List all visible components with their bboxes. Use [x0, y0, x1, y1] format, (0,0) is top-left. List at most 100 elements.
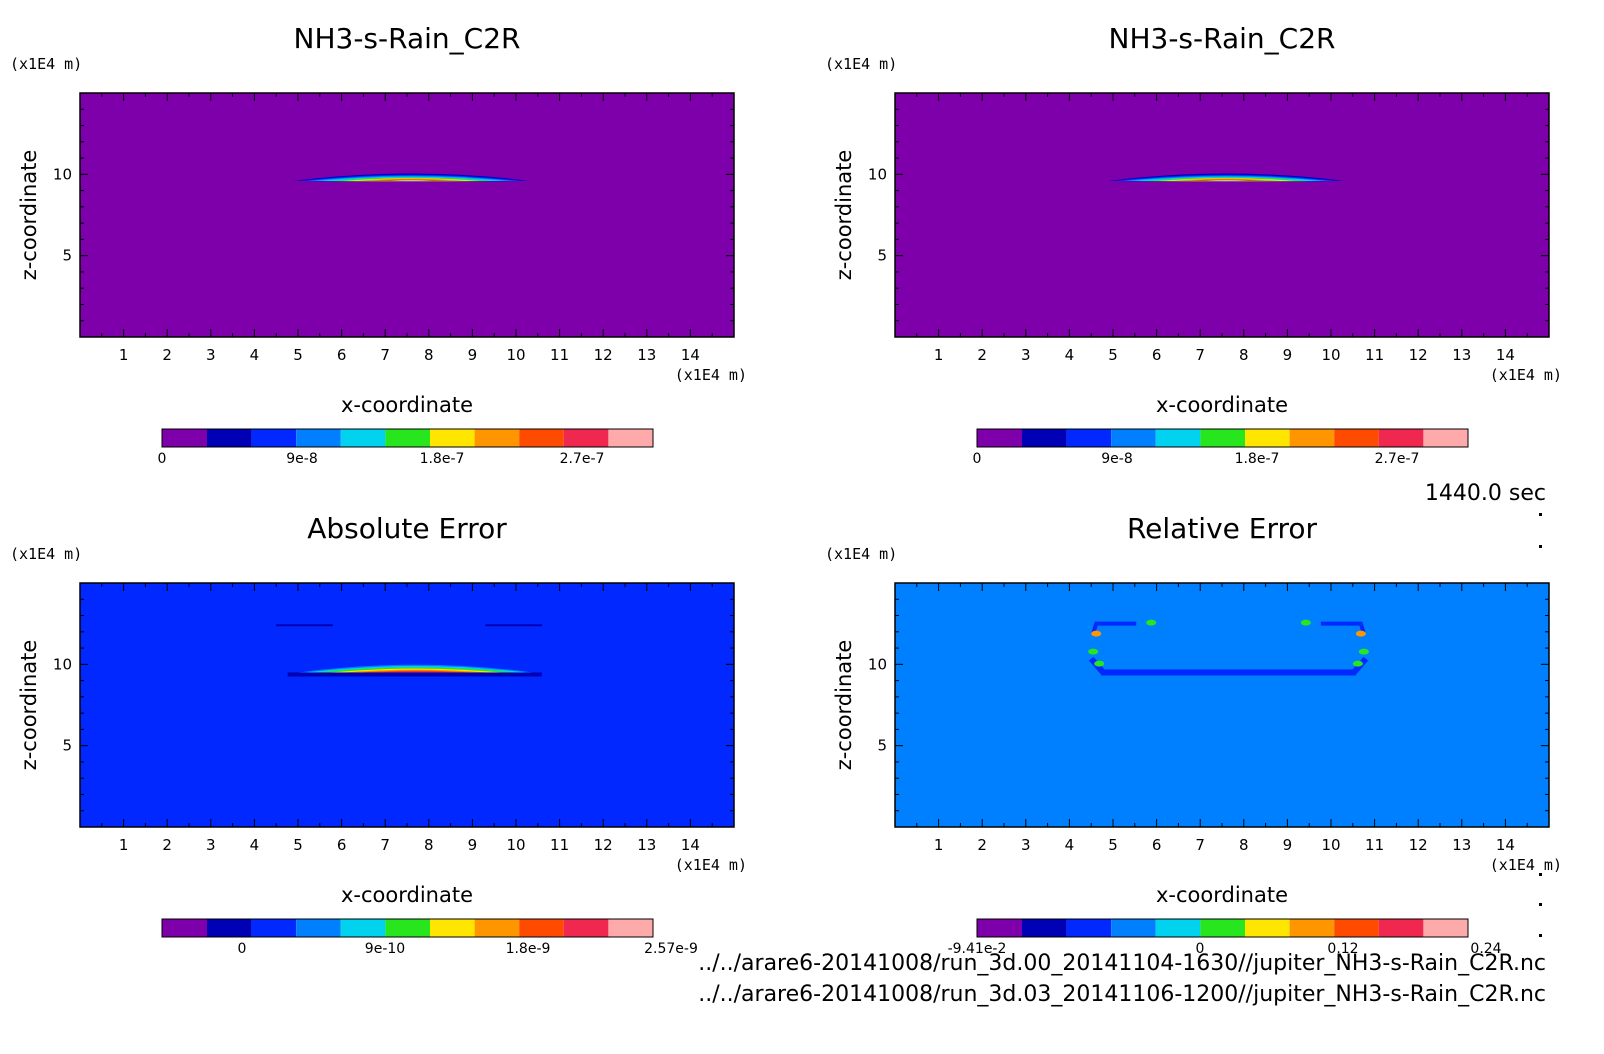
x-tick-label: 14 — [1496, 836, 1515, 854]
colorbar-label: 2.7e-7 — [560, 451, 605, 467]
dot-marker — [1539, 873, 1542, 876]
data-blob — [1355, 630, 1366, 637]
colorbar-swatch — [1111, 919, 1156, 937]
x-tick-label: 3 — [1021, 836, 1031, 854]
colorbar-swatch — [1334, 429, 1379, 447]
colorbar-swatch — [977, 429, 1022, 447]
colorbar-swatch — [1289, 919, 1335, 937]
data-outline — [1088, 619, 1369, 676]
x-tick-label: 14 — [1496, 346, 1515, 364]
x-tick-label: 10 — [1321, 836, 1340, 854]
colorbar-swatch — [430, 919, 475, 937]
data-contour — [1205, 179, 1248, 181]
colorbar-swatch — [430, 429, 475, 447]
data-contour — [1320, 621, 1366, 635]
x-tick-label: 12 — [594, 836, 613, 854]
colorbar-frame — [976, 428, 1469, 448]
data-lens — [293, 173, 530, 182]
colorbar-label: 2.57e-9 — [644, 941, 698, 957]
y-tick-label: 10 — [868, 165, 887, 183]
colorbar-swatch — [1200, 919, 1245, 937]
colorbar-swatch — [385, 919, 430, 937]
colorbar-swatch — [474, 429, 520, 447]
x-tick-label: 7 — [380, 346, 390, 364]
colorbar-swatch — [608, 919, 653, 937]
x-tick-label: 11 — [1365, 346, 1384, 364]
x-tick-label: 6 — [337, 346, 347, 364]
x-unit-label: (x1E4 m) — [675, 366, 747, 384]
colorbar-swatch — [1111, 429, 1156, 447]
x-tick-label: 13 — [637, 836, 656, 854]
colorbar: 0 9e-8 1.8e-7 2.7e-7 — [973, 428, 1469, 467]
file-path-2: ../../arare6-20141008/run_3d.03_20141106… — [698, 982, 1546, 1007]
x-tick-label: 2 — [977, 836, 987, 854]
x-axis-label: x-coordinate — [1156, 393, 1288, 417]
data-lens — [287, 663, 542, 677]
data-blob — [1088, 648, 1099, 655]
colorbar-frame — [161, 428, 654, 448]
colorbar-label: 9e-8 — [1101, 451, 1132, 467]
y-tick-label: 10 — [53, 165, 72, 183]
x-tick-label: 5 — [293, 836, 303, 854]
x-tick-label: 6 — [1152, 346, 1162, 364]
x-tick-label: 9 — [468, 346, 478, 364]
x-tick-label: 2 — [977, 346, 987, 364]
colorbar-swatch — [385, 429, 430, 447]
colorbar-label: 0 — [158, 451, 167, 467]
data-contour — [1091, 621, 1137, 635]
colorbar-swatch — [1423, 429, 1468, 447]
colorbar-swatch — [1066, 919, 1112, 937]
time-label: 1440.0 sec — [1424, 481, 1546, 506]
colorbar-swatch — [1022, 429, 1067, 447]
colorbar-swatch — [1022, 919, 1067, 937]
colorbar-swatch — [563, 429, 609, 447]
x-tick-label: 13 — [1452, 346, 1471, 364]
y-tick-label: 5 — [62, 247, 72, 265]
colorbar-label: 0.12 — [1327, 941, 1358, 957]
colorbar-swatch — [1155, 919, 1201, 937]
colorbar-label: 0 — [973, 451, 982, 467]
chart-panel: Absolute Error(x1E4 m)(x1E4 m)1 2 3 4 5 6 7 8 9 1… — [10, 512, 747, 957]
x-tick-label: 8 — [424, 836, 434, 854]
x-tick-label: 3 — [206, 836, 216, 854]
chart-title: Absolute Error — [307, 512, 507, 545]
colorbar-swatch — [340, 919, 386, 937]
x-tick-label: 12 — [1409, 836, 1428, 854]
x-tick-label: 5 — [1108, 346, 1118, 364]
x-tick-label: 8 — [1239, 836, 1249, 854]
colorbar: 0 9e-8 1.8e-7 2.7e-7 — [158, 428, 654, 467]
x-tick-label: 3 — [1021, 346, 1031, 364]
colorbar-swatch — [1423, 919, 1468, 937]
colorbar-label: 9e-8 — [286, 451, 317, 467]
y-unit-label: (x1E4 m) — [825, 545, 897, 563]
colorbar-label: 1.8e-7 — [1235, 451, 1280, 467]
chart-title: NH3-s-Rain_C2R — [1109, 22, 1336, 55]
colorbar-swatch — [1200, 429, 1245, 447]
data-blob — [1358, 648, 1369, 655]
x-tick-label: 12 — [594, 346, 613, 364]
x-tick-label: 7 — [380, 836, 390, 854]
x-tick-label: 7 — [1195, 346, 1205, 364]
x-tick-label: 1 — [119, 836, 129, 854]
colorbar-swatch — [519, 919, 564, 937]
x-tick-label: 13 — [637, 346, 656, 364]
colorbar-swatch — [162, 919, 207, 937]
colorbar-label: 0 — [238, 941, 247, 957]
x-unit-label: (x1E4 m) — [1490, 366, 1562, 384]
x-tick-label: 2 — [162, 836, 172, 854]
x-tick-label: 11 — [550, 346, 569, 364]
colorbar-label: 0 — [1196, 941, 1205, 957]
x-tick-label: 6 — [1152, 836, 1162, 854]
colorbar-swatch — [1066, 429, 1112, 447]
field-background — [80, 93, 734, 337]
chart-title: NH3-s-Rain_C2R — [294, 22, 521, 55]
colorbar-label: 9e-10 — [365, 941, 405, 957]
colorbar-swatch — [1245, 919, 1290, 937]
y-tick-label: 5 — [62, 737, 72, 755]
colorbar-swatch — [340, 429, 386, 447]
x-tick-label: 5 — [293, 346, 303, 364]
colorbar-swatch — [1378, 919, 1424, 937]
colorbar-swatch — [207, 429, 252, 447]
y-axis-label: z-coordinate — [832, 150, 856, 281]
